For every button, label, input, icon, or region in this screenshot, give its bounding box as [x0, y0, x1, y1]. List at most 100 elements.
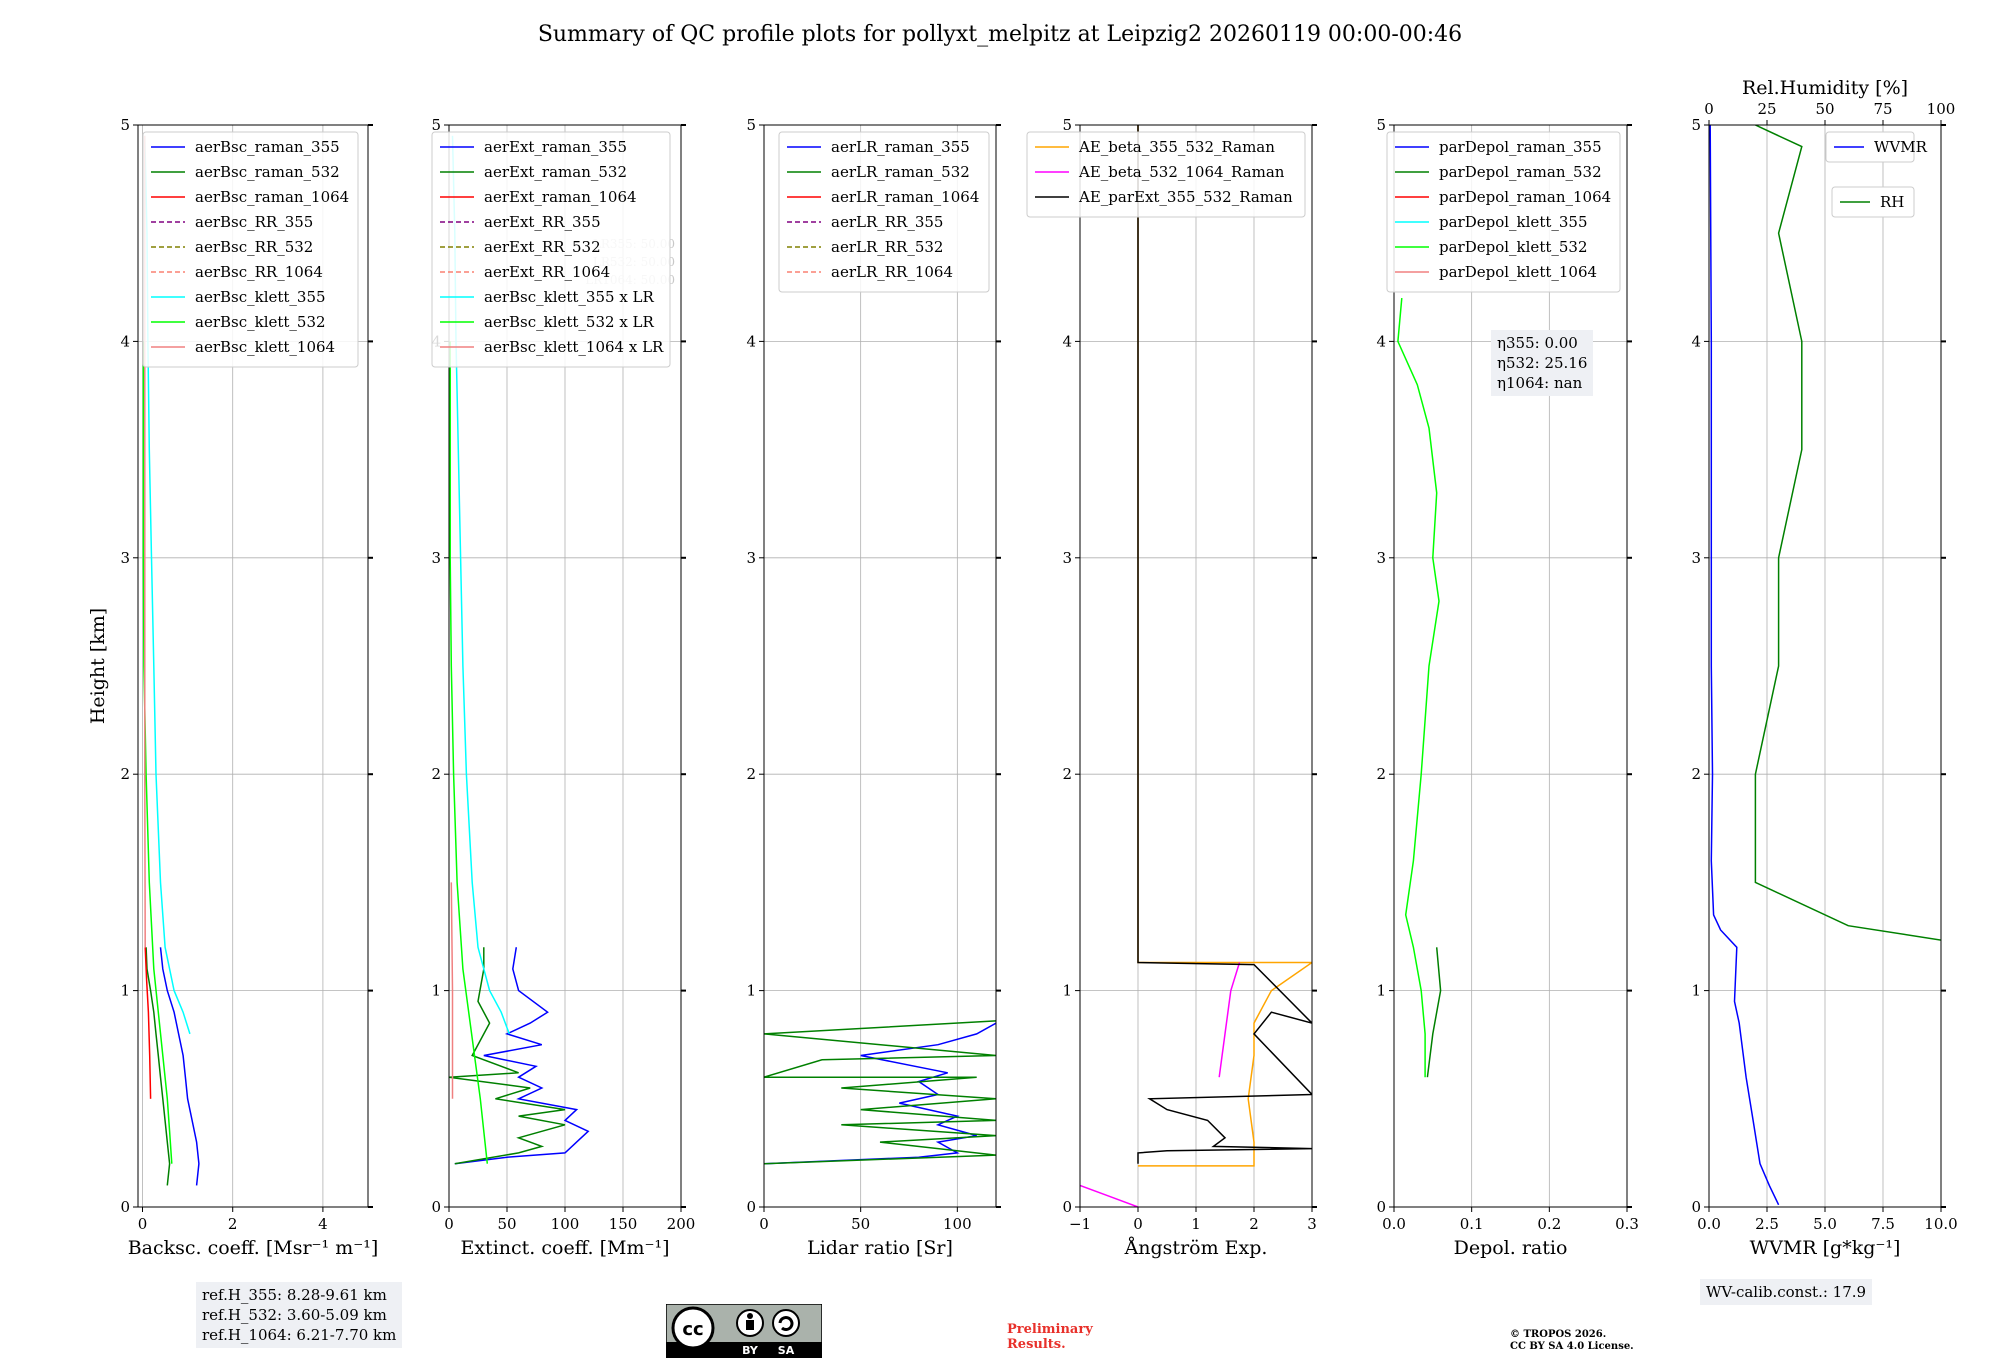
legend-label: aerLR_raman_532: [831, 163, 970, 181]
x-tick-label: 0.3: [1615, 1215, 1639, 1233]
x-axis-label: Extinct. coeff. [Mm⁻¹]: [460, 1237, 669, 1259]
axes-frame: [1393, 124, 1628, 1208]
eta-532: η532: 25.16: [1497, 354, 1588, 372]
legend-label: aerExt_raman_532: [484, 163, 627, 181]
x-axis-label: WVMR [g*kg⁻¹]: [1750, 1237, 1901, 1259]
eta-box: η355: 0.00 η532: 25.16 η1064: nan: [1491, 330, 1594, 396]
legend-label: aerExt_raman_1064: [484, 188, 637, 206]
x-tick-label: 3: [1307, 1215, 1317, 1233]
y-tick-label: 0: [1062, 1198, 1072, 1216]
x-axis-label: Lidar ratio [Sr]: [807, 1237, 953, 1259]
x-tick-label: −1: [1069, 1215, 1091, 1233]
top-x-tick-label: 100: [1927, 100, 1956, 118]
cc-sa-label: SA: [778, 1344, 795, 1357]
legend-label: parDepol_raman_355: [1439, 138, 1602, 156]
eta-1064: η1064: nan: [1497, 374, 1583, 392]
x-tick-label: 100: [943, 1215, 972, 1233]
refh-355: ref.H_355: 8.28-9.61 km: [202, 1286, 387, 1304]
preliminary-note: Preliminary Results.: [1007, 1322, 1093, 1352]
legend-label: parDepol_klett_355: [1439, 213, 1588, 231]
legend-label: aerLR_RR_1064: [831, 263, 953, 281]
y-tick-label: 5: [1062, 116, 1072, 134]
y-tick-label: 1: [1376, 982, 1386, 1000]
y-tick-label: 5: [120, 116, 130, 134]
copyright-note: © TROPOS 2026. CC BY SA 4.0 License.: [1510, 1329, 1634, 1353]
y-axis-label: Height [km]: [87, 608, 109, 724]
x-tick-label: 0: [1133, 1215, 1143, 1233]
legend-label: aerBsc_raman_532: [195, 163, 340, 181]
legend-label: aerBsc_raman_355: [195, 138, 340, 156]
legend-label: aerLR_RR_532: [831, 238, 943, 256]
series-line-aerBsc_raman_355: [159, 947, 200, 1186]
y-tick-label: 0: [120, 1198, 130, 1216]
y-tick-label: 0: [1691, 1198, 1701, 1216]
copyright-line-2: CC BY SA 4.0 License.: [1510, 1341, 1634, 1352]
cc-by-label: BY: [742, 1344, 759, 1357]
x-tick-label: 0.0: [1697, 1215, 1721, 1233]
legend-label: aerBsc_RR_355: [195, 213, 313, 231]
legend-label: aerBsc_klett_532 x LR: [484, 313, 655, 331]
series-line-aerBsc_klett_532: [142, 341, 173, 1164]
legend-label: aerBsc_klett_1064 x LR: [484, 338, 664, 356]
top-x-tick-label: 75: [1873, 100, 1892, 118]
y-tick-label: 3: [1062, 549, 1072, 567]
y-tick-label: 4: [1062, 332, 1072, 350]
x-tick-label: 7.5: [1871, 1215, 1895, 1233]
legend-label: aerBsc_RR_532: [195, 238, 313, 256]
legend-box: [1026, 131, 1306, 218]
legend-label: aerLR_raman_355: [831, 138, 970, 156]
legend-label: aerBsc_raman_1064: [195, 188, 349, 206]
y-tick-label: 1: [746, 982, 756, 1000]
y-tick-label: 0: [746, 1198, 756, 1216]
preliminary-line-2: Results.: [1007, 1337, 1066, 1352]
x-tick-label: 4: [318, 1215, 328, 1233]
legend-label: AE_beta_532_1064_Raman: [1078, 163, 1285, 181]
legend-label: parDepol_raman_1064: [1439, 188, 1611, 206]
y-tick-label: 2: [746, 765, 756, 783]
y-tick-label: 4: [1691, 332, 1701, 350]
series-line-aerBsc_raman_532: [145, 947, 171, 1186]
y-tick-label: 5: [1376, 116, 1386, 134]
series-line-RH: [1754, 125, 1941, 941]
y-tick-label: 5: [1691, 116, 1701, 134]
eta-355: η355: 0.00: [1497, 334, 1578, 352]
x-tick-label: 0.1: [1460, 1215, 1484, 1233]
series-line-parDepol_raman_532: [1426, 947, 1442, 1078]
series-line-WVMR: [1709, 125, 1780, 1206]
x-axis-label: Ångström Exp.: [1124, 1237, 1268, 1259]
x-tick-label: 0.2: [1537, 1215, 1561, 1233]
figure-title: Summary of QC profile plots for pollyxt_…: [537, 22, 1463, 47]
axes-frame: [137, 124, 369, 1208]
legend-label: aerExt_raman_355: [484, 138, 627, 156]
legend-label: parDepol_raman_532: [1439, 163, 1602, 181]
wv-calib-box: WV-calib.const.: 17.9: [1700, 1279, 1873, 1305]
y-tick-label: 4: [120, 332, 130, 350]
y-tick-label: 3: [120, 549, 130, 567]
legend-label-WVMR: WVMR: [1874, 138, 1928, 156]
legend-label: aerLR_raman_1064: [831, 188, 979, 206]
y-tick-label: 3: [746, 549, 756, 567]
x-axis-label: Backsc. coeff. [Msr⁻¹ m⁻¹]: [128, 1237, 379, 1259]
series-line-parDepol_klett_532: [1397, 298, 1440, 1078]
legend-label: AE_beta_355_532_Raman: [1078, 138, 1275, 156]
y-tick-label: 4: [746, 332, 756, 350]
x-tick-label: 1: [1191, 1215, 1201, 1233]
legend-box: [431, 131, 671, 368]
legend-label: aerBsc_klett_532: [195, 313, 326, 331]
legend-label: aerBsc_klett_1064: [195, 338, 335, 356]
x-tick-label: 0: [138, 1215, 148, 1233]
preliminary-line-1: Preliminary: [1007, 1322, 1093, 1337]
series-line-AE_beta_532_1064_Raman: [1080, 962, 1241, 1207]
y-tick-label: 2: [1376, 765, 1386, 783]
series-line-aerBsc_klett_1064 x LR: [450, 882, 454, 1099]
top-x-tick-label: 50: [1815, 100, 1834, 118]
copyright-line-1: © TROPOS 2026.: [1510, 1329, 1607, 1340]
legend-label: aerBsc_klett_355 x LR: [484, 288, 655, 306]
y-tick-label: 2: [431, 765, 441, 783]
legend-label: aerBsc_RR_1064: [195, 263, 323, 281]
x-tick-label: 2: [1249, 1215, 1259, 1233]
legend-box: [1831, 186, 1915, 218]
x-tick-label: 2.5: [1755, 1215, 1779, 1233]
legend-box: [142, 131, 359, 368]
